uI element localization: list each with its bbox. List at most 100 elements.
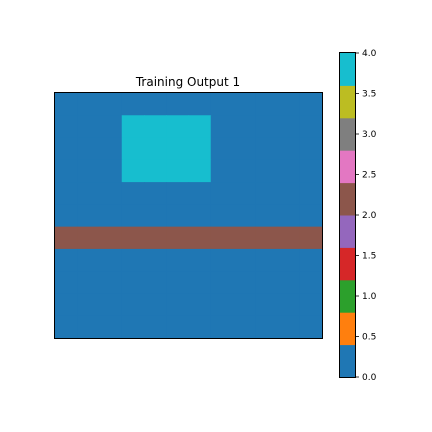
heatmap-cell [99,115,123,139]
colorbar-tick-label: 1.0 [362,292,377,302]
heatmap-cell [144,182,167,205]
heatmap-cell [166,204,190,228]
heatmap-cell [144,315,167,339]
heatmap-cell [233,248,256,272]
heatmap-cell [166,93,190,116]
heatmap-cell [233,137,256,161]
colorbar-segment [340,215,355,248]
heatmap-cell [77,293,101,317]
heatmap-cell [255,204,279,228]
heatmap-cell [99,315,123,339]
heatmap-cell [99,271,123,295]
colorbar-tick-label: 0.0 [362,373,377,383]
heatmap-cell [210,271,234,295]
heatmap-cell [233,226,256,250]
heatmap-cell [255,115,279,139]
heatmap-cell [255,93,279,116]
heatmap-cell [166,226,190,250]
heatmap-cell [188,315,212,339]
heatmap-cell [277,226,301,250]
heatmap-cell [55,115,78,139]
heatmap-cell [210,137,234,161]
heatmap-cell [299,182,323,205]
heatmap-cell [77,315,101,339]
heatmap-cell [121,293,145,317]
colorbar-segment [340,150,355,184]
colorbar-segment [340,117,355,151]
heatmap-cell [55,182,78,205]
heatmap-cell [277,315,301,339]
heatmap-cell [166,271,190,295]
colorbar-segment [340,53,355,86]
heatmap-cell [255,137,279,161]
heatmap-cell [166,182,190,205]
heatmap-cell [121,182,145,205]
colorbar-segment [340,247,355,281]
heatmap-cell [210,315,234,339]
heatmap-cell [277,204,301,228]
heatmap-cell [144,93,167,116]
colorbar-tick-label: 1.5 [362,252,376,262]
heatmap-cells [55,93,323,339]
heatmap-cell [55,137,78,161]
heatmap-cell [188,226,212,250]
heatmap-cell [77,93,101,116]
heatmap-cell [99,248,123,272]
plot-frame [54,92,323,339]
heatmap-cell [255,293,279,317]
heatmap-cell [99,137,123,161]
heatmap-cell [55,204,78,228]
heatmap-cell [121,226,145,250]
heatmap-cell [233,271,256,295]
heatmap-cell [77,204,101,228]
heatmap-cell [299,204,323,228]
heatmap-cell [188,159,212,183]
heatmap-cell [255,182,279,205]
heatmap-cell [55,293,78,317]
heatmap-cell [210,159,234,183]
heatmap-cell [77,248,101,272]
heatmap-cell [55,248,78,272]
heatmap-cell [99,182,123,205]
heatmap-cell [121,93,145,116]
heatmap-cell [210,93,234,116]
heatmap-cell [210,204,234,228]
heatmap-cell [188,271,212,295]
heatmap-cell [210,115,234,139]
heatmap-cell [55,159,78,183]
heatmap-cell [55,93,78,116]
heatmap-cell [144,159,167,183]
colorbar-tick-label: 3.0 [362,130,377,140]
heatmap-cell [166,137,190,161]
heatmap-cell [121,159,145,183]
heatmap-cell [121,315,145,339]
colorbar-segment [340,182,355,216]
colorbar-tick-label: 4.0 [362,49,377,59]
heatmap-cell [121,115,145,139]
heatmap-cell [210,248,234,272]
heatmap-cell [77,137,101,161]
colorbar-ticks: 0.0 0.5 1.0 1.5 2.0 2.5 3.0 3.5 4.0 [356,49,377,383]
heatmap-cell [233,159,256,183]
colorbar-tick-label: 2.5 [362,171,376,181]
heatmap-cell [188,293,212,317]
colorbar-segment [340,85,355,119]
heatmap-cell [277,271,301,295]
colorbar-tick-label: 0.5 [362,333,376,343]
heatmap-cell [188,182,212,205]
heatmap-cell [233,315,256,339]
colorbar-tick-label: 2.0 [362,211,377,221]
heatmap-cell [255,271,279,295]
heatmap-cell [55,226,78,250]
heatmap-cell [299,115,323,139]
heatmap-cell [99,226,123,250]
heatmap-cell [188,137,212,161]
heatmap-cell [99,159,123,183]
heatmap-cell [188,115,212,139]
heatmap-cell [299,248,323,272]
colorbar-segment [340,312,355,346]
heatmap-cell [233,293,256,317]
heatmap-cell [210,226,234,250]
heatmap-cell [255,226,279,250]
